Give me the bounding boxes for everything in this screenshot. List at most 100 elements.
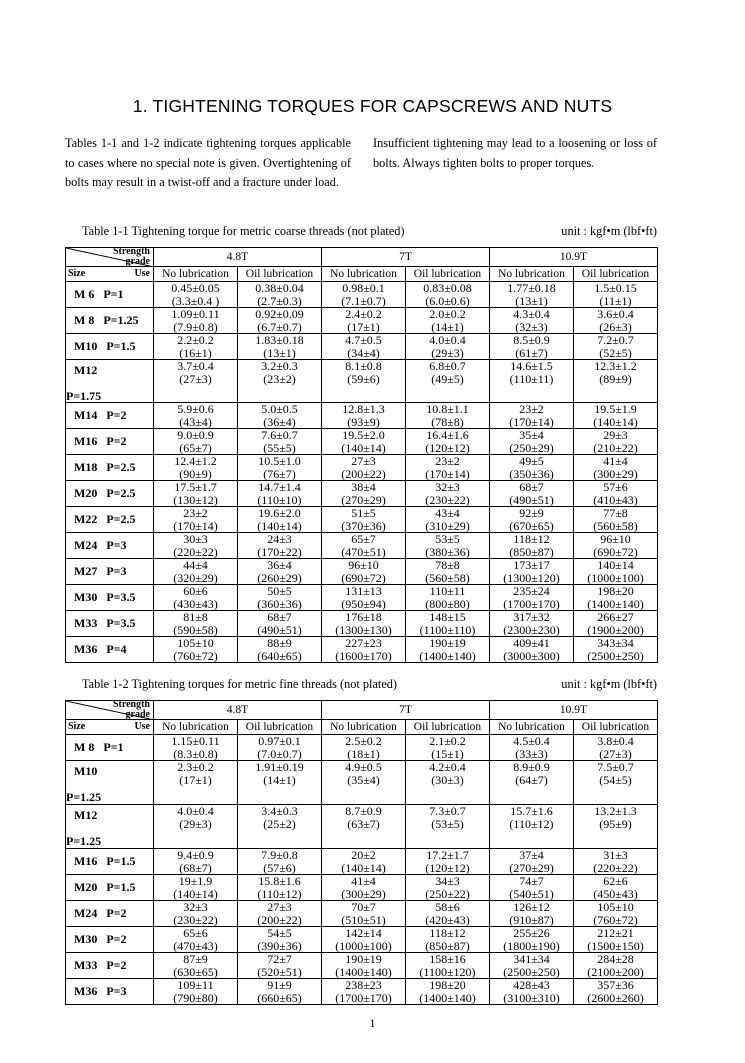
torque-kgfm: 4.0±0.4: [177, 804, 214, 818]
lubrication-header: No lubrication: [489, 266, 574, 282]
torque-kgfm: 1.5±0.15: [594, 281, 637, 295]
table-row: M20 P=1.5 19±1.9 (140±14) 15.8±1.6 (110±12) 41…: [65, 874, 658, 901]
torque-cell: 30±3 (220±22): [153, 532, 238, 559]
torque-kgfm: 126±12: [513, 900, 550, 914]
torque-kgfm: 51±5: [351, 506, 376, 520]
torque-kgfm: 343±34: [597, 636, 634, 650]
size: M36: [74, 642, 98, 657]
size-cell: M14 P=2: [65, 402, 154, 429]
torque-cell: 77±8 (560±58): [573, 506, 658, 533]
table-row: M36 P=3 109±11 (790±80) 91±9 (660±65) 238±23 (1…: [65, 978, 658, 1005]
size-cell: M24 P=3: [65, 532, 154, 559]
pitch: P=1.25: [66, 833, 102, 848]
size: M36: [74, 984, 98, 999]
torque-cell: 6.8±0.7 (49±5): [405, 359, 490, 403]
torque-cell: 17.2±1.7 (120±12): [405, 848, 490, 875]
torque-cell: 1.5±0.15 (11±1): [573, 281, 658, 308]
torque-kgfm: 7.3±0.7: [429, 804, 466, 818]
torque-cell: 20±2 (140±14): [321, 848, 406, 875]
torque-lbfft: (1400±140): [419, 990, 476, 1005]
header-row: Size Use No lubrication Oil lubrication No l…: [65, 266, 658, 282]
torque-lbfft: (15±1): [431, 746, 464, 761]
torque-cell: 13.2±1.3 (95±9): [573, 804, 658, 849]
torque-lbfft: (29±3): [431, 345, 464, 360]
torque-lbfft: (670±65): [509, 518, 554, 533]
size-use-header: Size Use: [65, 719, 154, 735]
diagonal: [66, 248, 150, 266]
torque-kgfm: 341±34: [513, 952, 550, 966]
torque-cell: 23±2 (170±14): [489, 402, 574, 429]
size-cell: M33 P=2: [65, 952, 154, 979]
title: 1. TIGHTENING TORQUES FOR CAPSCREWS AND …: [132, 96, 613, 116]
torque-cell: 9.0±0.9 (65±7): [153, 428, 238, 455]
torque-lbfft: (23±2): [263, 371, 296, 386]
strength-grade: Strength grade: [113, 249, 150, 266]
torque-kgfm: 198±20: [597, 584, 634, 598]
torque-lbfft: (760±72): [593, 912, 638, 927]
torque-lbfft: (13±1): [515, 293, 548, 308]
torque-kgfm: 23±2: [435, 454, 460, 468]
torque-lbfft: (350±36): [509, 466, 554, 481]
torque-kgfm: 357±36: [597, 978, 634, 992]
torque-kgfm: 27±3: [267, 900, 292, 914]
torque-lbfft: (120±12): [425, 440, 470, 455]
intro-right: Insufficient tightening may lead to a lo…: [373, 136, 657, 170]
torque-kgfm: 140±14: [597, 558, 634, 572]
size-cell: M33 P=3.5: [65, 610, 154, 637]
torque-lbfft: (110±12): [257, 886, 302, 901]
table: Strength grade 4.8T 7T 10.9T Size Use No lubric…: [65, 247, 658, 663]
torque-cell: 4.3±0.4 (32±3): [489, 307, 574, 334]
torque-kgfm: 65±6: [183, 926, 208, 940]
torque-kgfm: 4.5±0.4: [513, 734, 550, 748]
torque-cell: 176±18 (1300±130): [321, 610, 406, 637]
torque-cell: 158±16 (1100±120): [405, 952, 490, 979]
torque-lbfft: (59±6): [347, 371, 380, 386]
torque-lbfft: (370±36): [341, 518, 386, 533]
pitch: P=3.5: [106, 616, 136, 631]
size-header: Size: [68, 268, 86, 279]
torque-kgfm: 91±9: [267, 978, 292, 992]
table-unit: unit : kgf•m (lbf•ft): [561, 224, 657, 238]
torque-kgfm: 96±10: [600, 532, 631, 546]
strength-grade-line: Strength: [112, 700, 150, 710]
torque-lbfft: (2500±250): [503, 964, 560, 979]
torque-lbfft: (320±29): [173, 570, 218, 585]
torque-kgfm: 36±4: [267, 558, 292, 572]
size: M12: [74, 808, 98, 822]
torque-lbfft: (540±51): [509, 886, 554, 901]
lubrication-header: No lubrication: [321, 719, 406, 735]
torque-lbfft: (200±22): [341, 466, 386, 481]
torque-cell: 19.6±2.0 (140±14): [237, 506, 322, 533]
torque-cell: 87±9 (630±65): [153, 952, 238, 979]
pitch: P=1.75: [66, 388, 102, 403]
torque-kgfm: 3.2±0.3: [261, 359, 298, 373]
torque-lbfft: (640±65): [257, 648, 302, 663]
size-cell: M27 P=3: [65, 558, 154, 585]
torque-lbfft: (27±3): [179, 371, 212, 386]
torque-kgfm: 38±4: [351, 480, 376, 494]
torque-lbfft: (95±9): [599, 816, 632, 831]
torque-lbfft: (68±7): [179, 860, 212, 875]
torque-lbfft: (30±3): [431, 772, 464, 787]
torque-kgfm: 92±9: [519, 506, 544, 520]
torque-cell: 7.5±0.7 (54±5): [573, 760, 658, 805]
size: M14: [74, 408, 98, 423]
torque-lbfft: (1100±110): [419, 622, 476, 637]
torque-lbfft: (1700±170): [503, 596, 560, 611]
torque-kgfm: 173±17: [513, 558, 550, 572]
torque-lbfft: (1900±200): [587, 622, 644, 637]
torque-lbfft: (6.0±0.6): [425, 293, 470, 308]
size-cell: M20 P=1.5: [65, 874, 154, 901]
torque-lbfft: (2.7±0.3): [257, 293, 302, 308]
torque-cell: 60±6 (430±43): [153, 584, 238, 611]
torque-kgfm: 13.2±1.3: [594, 804, 637, 818]
torque-lbfft: (630±65): [173, 964, 218, 979]
torque-cell: 3.7±0.4 (27±3): [153, 359, 238, 403]
torque-kgfm: 29±3: [603, 428, 628, 442]
torque-cell: 238±23 (1700±170): [321, 978, 406, 1005]
torque-cell: 266±27 (1900±200): [573, 610, 658, 637]
torque-kgfm: 15.8±1.6: [258, 874, 301, 888]
torque-kgfm: 9.0±0.9: [177, 428, 214, 442]
torque-lbfft: (910±87): [509, 912, 554, 927]
torque-kgfm: 3.6±0.4: [597, 307, 634, 321]
